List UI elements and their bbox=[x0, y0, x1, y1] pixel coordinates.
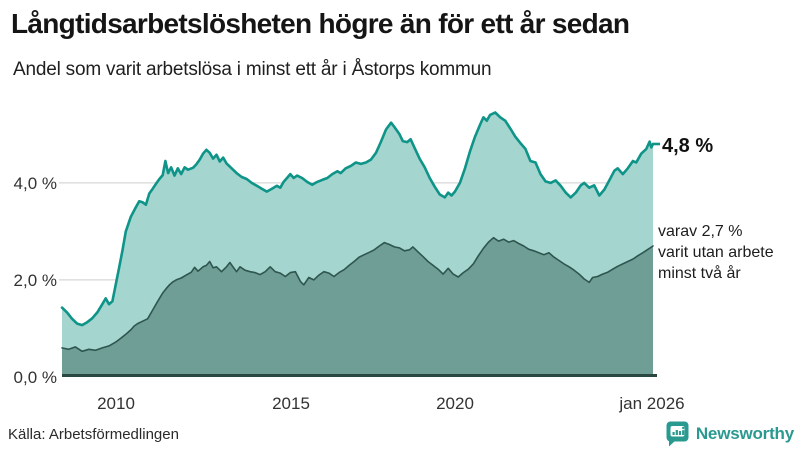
secondary-series-annotation: varav 2,7 % varit utan arbete minst två … bbox=[658, 221, 796, 284]
annotation-line-2: varit utan arbete bbox=[658, 244, 774, 261]
area-fill-1 bbox=[62, 237, 653, 377]
y-axis-tick-4: 4,0 % bbox=[13, 174, 57, 193]
area-line-0 bbox=[60, 111, 655, 327]
area-line-1 bbox=[61, 236, 654, 353]
x-axis-tick-2010: 2010 bbox=[97, 394, 135, 413]
x-axis-tick-jan2026: jan 2026 bbox=[619, 394, 685, 413]
newsworthy-logo-icon bbox=[666, 421, 689, 447]
annotation-line-3: minst två år bbox=[658, 265, 741, 282]
latest-value-label: 4,8 % bbox=[662, 135, 714, 157]
annotation-line-1: varav 2,7 % bbox=[658, 223, 743, 240]
y-axis-tick-2: 2,0 % bbox=[13, 271, 57, 290]
y-axis-tick-0: 0,0 % bbox=[13, 368, 57, 387]
page-title: Långtidsarbetslösheten högre än för ett … bbox=[11, 8, 630, 39]
chart-subtitle: Andel som varit arbetslösa i minst ett å… bbox=[13, 59, 492, 80]
area-chart-svg bbox=[59, 111, 660, 377]
source-label: Källa: Arbetsförmedlingen bbox=[8, 426, 179, 443]
brand-lockup: Newsworthy bbox=[666, 421, 794, 447]
brand-wordmark: Newsworthy bbox=[695, 424, 794, 443]
x-axis-tick-2015: 2015 bbox=[272, 394, 310, 413]
x-axis-tick-2020: 2020 bbox=[436, 394, 474, 413]
